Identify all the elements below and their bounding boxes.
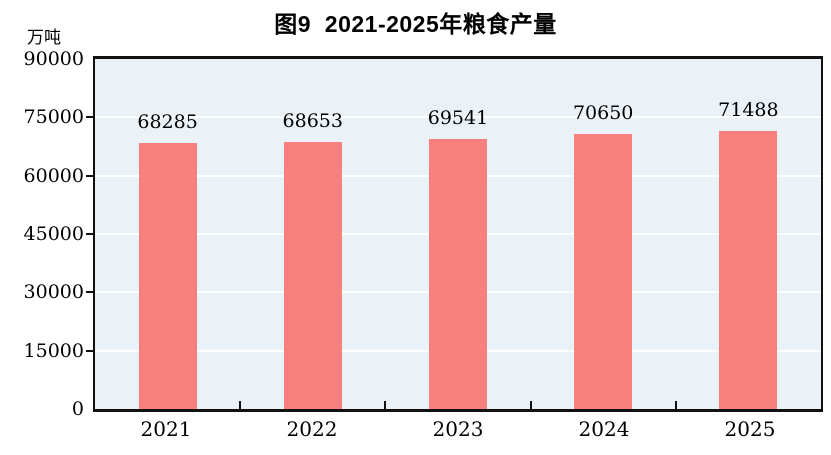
bar-value-label: 68653 <box>282 110 343 133</box>
x-axis-tick <box>239 401 242 409</box>
y-tick-label: 60000 <box>23 164 84 187</box>
x-axis-tick-labels: 2021 2022 2023 2024 2025 <box>93 417 823 441</box>
y-axis-tick <box>86 233 93 235</box>
plot-area: 68285 68653 69541 70650 71488 <box>93 56 823 412</box>
bar-2023 <box>429 138 487 409</box>
y-tick-label: 15000 <box>23 339 84 362</box>
bar-value-label: 68285 <box>137 111 198 134</box>
chart-title: 图9 2021-2025年粮食产量 <box>274 11 557 37</box>
y-tick-label: 45000 <box>23 223 84 245</box>
bar-value-label: 71488 <box>718 99 779 121</box>
x-tick-label: 2022 <box>286 417 338 441</box>
x-tick-label: 2021 <box>140 417 192 441</box>
y-axis-tick <box>86 291 93 294</box>
bar-value-label: 70650 <box>572 102 634 125</box>
y-axis-tick <box>86 116 93 119</box>
y-axis-tick <box>86 349 93 352</box>
y-axis-tick <box>86 174 93 177</box>
gridline <box>95 116 821 119</box>
y-tick-label: 75000 <box>23 106 84 129</box>
x-axis-tick <box>529 401 532 409</box>
y-axis-unit-label: 万吨 <box>27 28 61 47</box>
bar-2022 <box>283 142 342 409</box>
bar-2021 <box>138 143 197 409</box>
x-axis-tick <box>384 401 387 409</box>
y-tick-label: 0 <box>71 398 84 420</box>
x-tick-label: 2025 <box>724 417 776 441</box>
y-tick-label: 30000 <box>23 281 84 304</box>
bar-2024 <box>574 134 633 409</box>
bar-value-label: 69541 <box>427 106 489 129</box>
x-tick-label: 2023 <box>432 417 484 441</box>
y-tick-label: 90000 <box>23 48 84 70</box>
bar-2025 <box>719 131 778 409</box>
x-axis-tick <box>674 401 677 409</box>
x-tick-label: 2024 <box>578 417 630 441</box>
